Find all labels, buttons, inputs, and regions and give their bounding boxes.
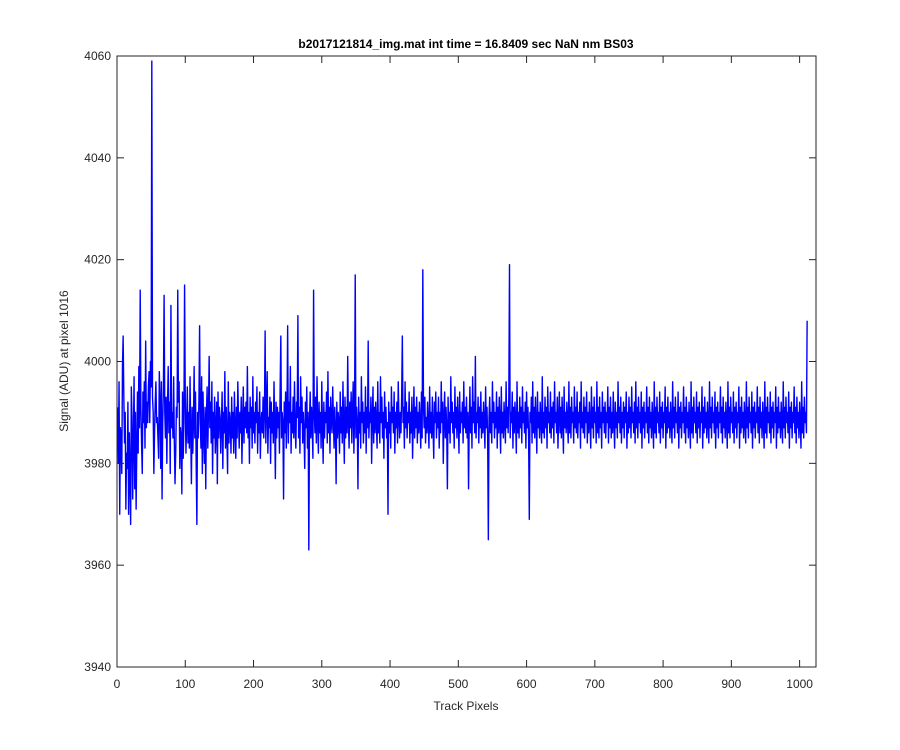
axes: 0 100 200 300 400 500 600 700 800 900 1000 3940 396… <box>84 49 817 691</box>
x-tick-label: 200 <box>244 677 264 691</box>
x-tick-label: 400 <box>380 677 400 691</box>
plot-area <box>117 56 816 667</box>
x-tick-label: 800 <box>653 677 673 691</box>
x-tick-label: 700 <box>585 677 605 691</box>
x-tick-label: 1000 <box>786 677 813 691</box>
y-axis-ticks: 3940 3960 3980 4000 4020 4040 4060 <box>84 49 816 674</box>
y-tick-label: 4060 <box>84 49 111 63</box>
x-axis-ticks: 0 100 200 300 400 500 600 700 800 900 1000 <box>114 56 813 691</box>
x-tick-label: 300 <box>312 677 332 691</box>
y-tick-label: 3960 <box>84 558 111 572</box>
x-tick-label: 100 <box>175 677 195 691</box>
y-tick-label: 4000 <box>84 355 111 369</box>
y-tick-label: 4020 <box>84 253 111 267</box>
x-tick-label: 900 <box>721 677 741 691</box>
y-tick-label: 3980 <box>84 456 111 470</box>
x-tick-label: 0 <box>114 677 121 691</box>
series-layer <box>116 60 808 551</box>
x-axis-label: Track Pixels <box>434 699 499 713</box>
y-tick-label: 3940 <box>84 660 111 674</box>
x-tick-label: 500 <box>448 677 468 691</box>
x-tick-label: 600 <box>517 677 537 691</box>
y-axis-label: Signal (ADU) at pixel 1016 <box>57 290 71 432</box>
chart-title: b2017121814_img.mat int time = 16.8409 s… <box>298 37 634 51</box>
series-line-0 <box>116 60 808 551</box>
y-tick-label: 4040 <box>84 151 111 165</box>
